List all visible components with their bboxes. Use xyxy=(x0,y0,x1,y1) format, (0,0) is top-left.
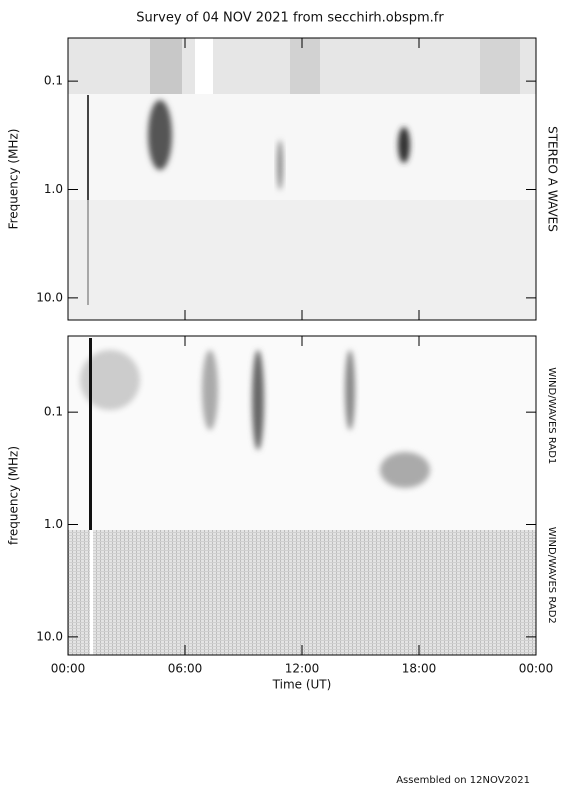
x-tick-label: 18:00 xyxy=(402,662,437,676)
x-tick-label: 00:00 xyxy=(51,662,86,676)
instrument-label: WIND/WAVES RAD1 xyxy=(546,367,557,464)
x-tick-label: 06:00 xyxy=(168,662,203,676)
x-axis-label: Time (UT) xyxy=(272,678,332,692)
y-axis-label: Frequency (MHz) xyxy=(7,129,21,230)
x-tick-label: 00:00 xyxy=(519,662,554,676)
instrument-label: STEREO A WAVES xyxy=(546,126,560,232)
y-tick-label: 10.0 xyxy=(36,290,63,304)
y-tick-label: 1.0 xyxy=(44,182,63,196)
y-axis-label: frequency (MHz) xyxy=(7,446,21,545)
spectrogram-texture xyxy=(68,336,536,655)
footer: Assembled on 12NOV2021 xyxy=(396,775,530,786)
x-tick-label: 12:00 xyxy=(285,662,320,676)
y-tick-label: 0.1 xyxy=(44,405,63,419)
y-tick-label: 0.1 xyxy=(44,74,63,88)
instrument-label: WIND/WAVES RAD2 xyxy=(546,527,557,624)
y-tick-label: 1.0 xyxy=(44,517,63,531)
title: Survey of 04 NOV 2021 from secchirh.obsp… xyxy=(136,11,444,26)
spectrogram-texture xyxy=(68,38,536,320)
y-tick-label: 10.0 xyxy=(36,629,63,643)
